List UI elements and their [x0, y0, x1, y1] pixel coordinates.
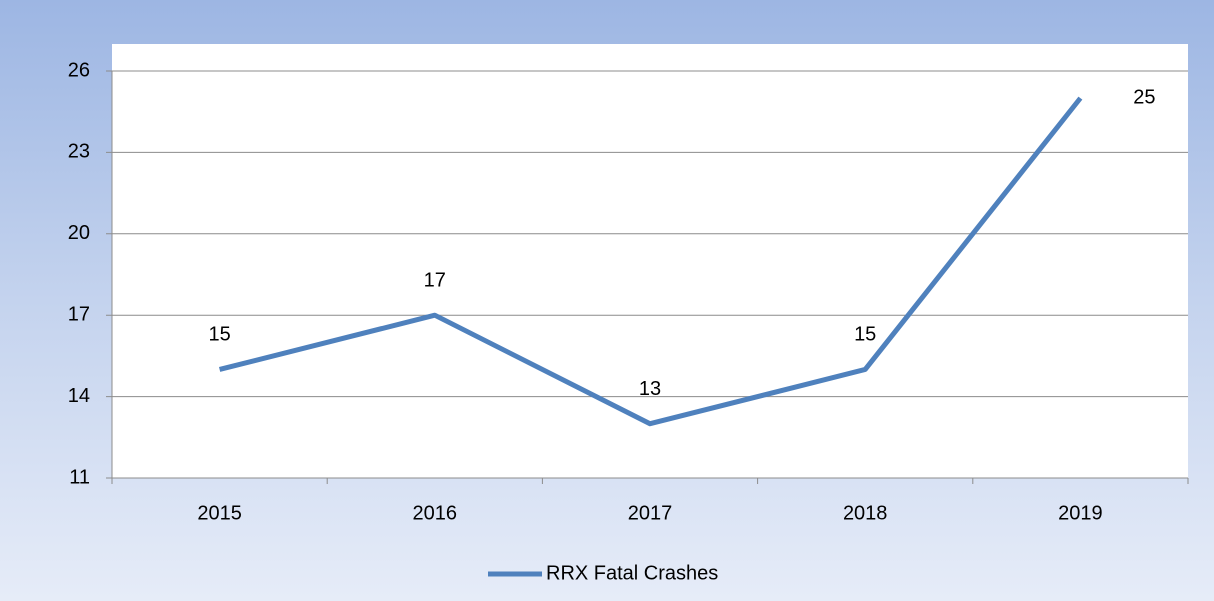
y-tick-label: 11	[69, 466, 90, 488]
x-tick-label: 2018	[843, 502, 888, 524]
data-label: 17	[424, 269, 446, 291]
legend-label: RRX Fatal Crashes	[546, 562, 718, 584]
plot-area	[112, 44, 1188, 478]
y-tick-label: 14	[68, 385, 90, 407]
x-tick-label: 2015	[197, 502, 242, 524]
y-tick-label: 17	[68, 303, 90, 325]
y-tick-label: 26	[68, 59, 90, 81]
x-tick-label: 2019	[1058, 502, 1103, 524]
y-tick-label: 23	[68, 141, 90, 163]
data-label: 15	[854, 324, 876, 346]
data-label: 15	[208, 324, 230, 346]
data-label: 13	[639, 378, 661, 400]
x-tick-label: 2016	[413, 502, 458, 524]
y-tick-label: 20	[68, 222, 90, 244]
data-label: 25	[1133, 86, 1155, 108]
x-tick-label: 2017	[628, 502, 673, 524]
data-line	[218, 96, 1083, 427]
